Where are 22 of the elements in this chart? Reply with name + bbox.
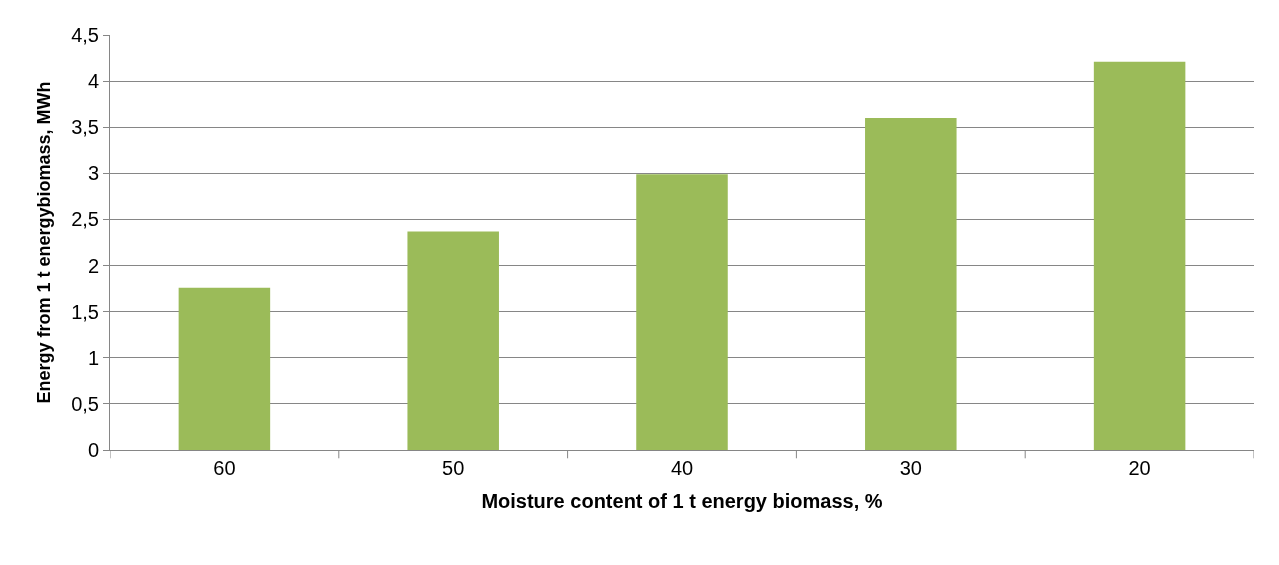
y-tick-label: 2 [87,254,99,277]
y-tick-label: 0,5 [71,392,99,415]
y-tick-label: 4,5 [71,24,99,46]
x-tick-label: 50 [442,457,465,479]
x-axis-title: Moisture content of 1 t energy biomass, % [481,489,883,512]
bar [1093,61,1186,450]
x-tick-label: 40 [670,457,694,479]
bar [407,231,499,450]
y-tick-label: 2,5 [71,208,99,231]
y-tick-label: 3 [87,162,99,185]
x-tick-label: 60 [213,457,236,479]
x-tick-label: 20 [1128,457,1151,479]
y-tick-label: 4 [87,70,99,93]
y-axis-title: Energy from 1 t energybiomass, MWh [34,81,55,404]
bar [865,118,957,450]
y-tick-label: 1 [87,346,99,369]
y-tick-label: 0 [87,439,99,461]
x-tick-label: 30 [899,457,922,479]
y-tick-label: 1,5 [71,300,99,323]
bar [636,174,728,450]
y-tick-label: 3,5 [71,116,99,139]
bar [178,287,271,450]
